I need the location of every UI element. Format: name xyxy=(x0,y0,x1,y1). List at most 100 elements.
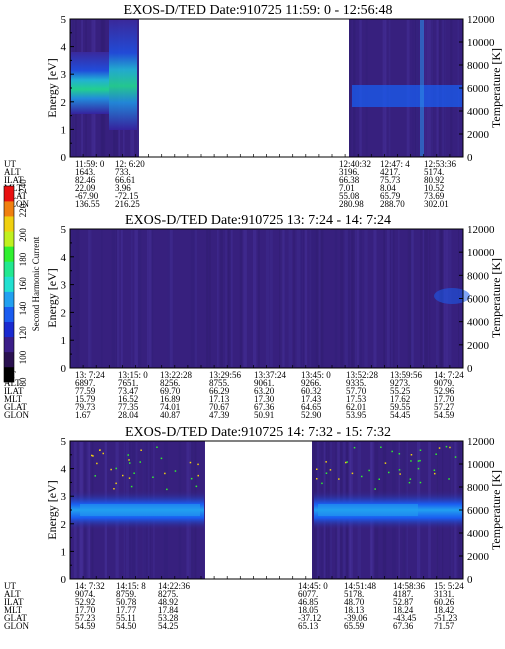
orbit-cell: 9061. xyxy=(254,378,274,388)
texture-streak xyxy=(243,230,247,367)
texture-streak xyxy=(383,230,385,367)
orbit-row-label: GLON xyxy=(4,199,29,209)
speckle-dot xyxy=(361,475,363,478)
colorbar-tick-label: 160 xyxy=(18,277,28,291)
speckle-dot xyxy=(115,467,117,470)
orbit-cell: 52.96 xyxy=(434,386,455,396)
orbit-cell: 18.13 xyxy=(344,605,365,615)
orbit-cell: 55.08 xyxy=(339,191,360,201)
texture-streak xyxy=(88,230,92,367)
speckle-dot xyxy=(391,450,393,453)
colorbar-band xyxy=(4,201,14,217)
orbit-cell: 17.70 xyxy=(434,394,455,404)
orbit-cell: 54.59 xyxy=(434,410,455,420)
texture-streak xyxy=(340,230,344,367)
orbit-cell: 14: 7:32 xyxy=(75,581,105,591)
colorbar-band xyxy=(4,291,14,307)
orbit-cell: 66.38 xyxy=(339,175,360,185)
orbit-cell: 46.85 xyxy=(298,597,319,607)
orbit-cell: -72.15 xyxy=(115,191,139,201)
orbit-row-label: ILAT xyxy=(4,386,24,396)
panel-1-ylabel: Energy [eV] xyxy=(45,58,59,117)
texture-streak xyxy=(148,230,150,367)
speckle-dot xyxy=(353,446,356,449)
orbit-cell: 77.35 xyxy=(118,402,139,412)
texture-streak xyxy=(334,230,338,367)
orbit-cell: 64.65 xyxy=(301,402,322,412)
orbit-cell: 57.70 xyxy=(346,386,367,396)
texture-streak xyxy=(423,230,425,367)
orbit-row-label: GLON xyxy=(4,621,29,631)
texture-streak xyxy=(358,230,362,367)
orbit-cell: 288.70 xyxy=(380,199,405,209)
orbit-cell: 12:53:36 xyxy=(424,159,457,169)
orbit-cell: 4187. xyxy=(393,589,413,599)
speckle-dot xyxy=(152,476,154,478)
texture-streak xyxy=(318,230,322,367)
colorbar-tick-label: 200 xyxy=(18,228,28,242)
orbit-cell: 3.96 xyxy=(115,183,131,193)
orbit-cell: 65.13 xyxy=(298,621,319,631)
texture-streak xyxy=(321,230,324,367)
texture-streak xyxy=(411,230,415,367)
orbit-cell: 6897. xyxy=(75,378,95,388)
speckle-dot xyxy=(445,445,448,448)
orbit-row-label: UT xyxy=(4,581,16,591)
orbit-cell: 17.30 xyxy=(254,394,275,404)
y-tick-label: 0 xyxy=(61,574,67,586)
orbit-cell: 53.28 xyxy=(158,613,179,623)
panel-3-orbit-table: UT 14: 7:32 14:15: 8 14:22:36 14:45: 0 14:51:… xyxy=(4,581,464,631)
texture-streak xyxy=(190,230,195,367)
orbit-cell: 9079. xyxy=(434,378,454,388)
speckle-dot xyxy=(99,449,101,451)
orbit-cell: 59.55 xyxy=(390,402,411,412)
texture-streak xyxy=(131,230,133,367)
orbit-cell: 14:51:48 xyxy=(344,581,377,591)
orbit-cell: 60.32 xyxy=(301,386,321,396)
panel-3-axes: 0 1 2 3 4 5 0 2000 4000 6000 8000 10000 12000 xyxy=(61,436,496,586)
speckle-dot xyxy=(94,475,96,477)
orbit-row-label: ALT xyxy=(4,378,21,388)
orbit-row-label: ILAT xyxy=(4,597,24,607)
texture-streak xyxy=(118,230,120,367)
orbit-cell: 73.69 xyxy=(424,191,445,201)
orbit-cell: 302.01 xyxy=(424,199,449,209)
orbit-cell: 17.77 xyxy=(116,605,137,615)
speckle-dot xyxy=(197,474,199,477)
orbit-cell: 18.24 xyxy=(393,605,414,615)
orbit-cell: 47.39 xyxy=(209,410,230,420)
orbit-cell: 54.45 xyxy=(390,410,411,420)
orbit-cell: 63.20 xyxy=(254,386,275,396)
orbit-row-label: MLT xyxy=(4,605,23,615)
y2-tick-label: 10000 xyxy=(467,37,495,49)
orbit-cell: 40.87 xyxy=(160,410,181,420)
speckle-dot xyxy=(197,463,199,466)
speckle-dot xyxy=(128,459,130,461)
speckle-dot xyxy=(92,455,94,457)
texture-streak xyxy=(228,230,231,367)
orbit-cell: 14:15: 8 xyxy=(116,581,146,591)
orbit-cell: 12: 6:20 xyxy=(115,159,145,169)
orbit-cell: 65.79 xyxy=(380,191,401,201)
orbit-cell: 136.55 xyxy=(75,199,100,209)
speckle-dot xyxy=(388,471,390,474)
orbit-cell: 66.29 xyxy=(209,386,230,396)
orbit-cell: 80.92 xyxy=(424,175,444,185)
speckle-dot xyxy=(409,478,412,480)
orbit-cell: 12:47: 4 xyxy=(380,159,410,169)
texture-streak xyxy=(420,230,422,367)
texture-streak xyxy=(288,230,290,367)
orbit-cell: 9273. xyxy=(390,378,410,388)
panel-3-y2label: Temperature [K] xyxy=(489,470,503,550)
orbit-cell: 18.05 xyxy=(298,605,319,615)
speckle-dot xyxy=(417,460,420,462)
y2-tick-label: 4000 xyxy=(467,106,490,118)
orbit-cell: 16.89 xyxy=(160,394,181,404)
panel-1-ion-band xyxy=(352,85,462,107)
y2-tick-label: 6000 xyxy=(467,294,490,306)
speckle-dot xyxy=(380,446,382,448)
orbit-cell: 67.36 xyxy=(254,402,275,412)
orbit-cell: 17.53 xyxy=(346,394,367,404)
y-tick-label: 1 xyxy=(61,124,67,136)
orbit-cell: 22.09 xyxy=(75,183,96,193)
